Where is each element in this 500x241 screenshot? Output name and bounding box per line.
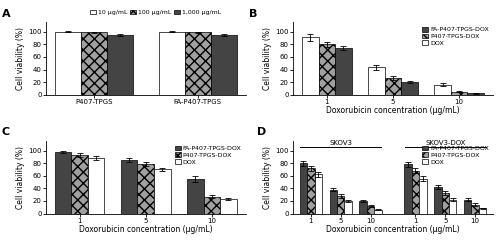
Text: A: A	[2, 9, 11, 19]
Bar	[185, 33, 210, 95]
Bar	[337, 196, 344, 214]
Bar	[81, 33, 107, 95]
Text: C: C	[2, 127, 10, 137]
Bar	[335, 48, 351, 95]
Text: B: B	[249, 9, 258, 19]
X-axis label: Doxorubicin concentration (μg/mL): Doxorubicin concentration (μg/mL)	[79, 225, 212, 234]
X-axis label: Doxorubicin concentration (μg/mL): Doxorubicin concentration (μg/mL)	[326, 225, 460, 234]
Bar	[412, 171, 419, 214]
X-axis label: Doxorubicin concentration (μg/mL): Doxorubicin concentration (μg/mL)	[326, 106, 460, 115]
Bar	[434, 187, 442, 214]
Bar	[402, 82, 418, 95]
Bar	[187, 179, 204, 214]
Bar	[210, 35, 236, 95]
Bar	[374, 210, 382, 214]
Bar	[55, 32, 81, 95]
Bar	[384, 78, 402, 95]
Bar	[451, 92, 468, 95]
Bar	[307, 168, 314, 214]
Bar	[121, 160, 138, 214]
Y-axis label: Cell viability (%): Cell viability (%)	[16, 27, 26, 90]
Legend: FA-P407-TPGS-DOX, P407-TPGS-DOX, DOX: FA-P407-TPGS-DOX, P407-TPGS-DOX, DOX	[420, 144, 490, 166]
Bar	[330, 190, 337, 214]
Bar	[300, 163, 307, 214]
Text: SKOV3-DOX: SKOV3-DOX	[425, 140, 466, 146]
Text: SKOV3: SKOV3	[329, 140, 352, 146]
Bar	[220, 199, 236, 214]
Legend: 10 μg/mL, 100 μg/mL, 1,000 μg/mL: 10 μg/mL, 100 μg/mL, 1,000 μg/mL	[90, 10, 222, 15]
Bar	[472, 205, 479, 214]
Bar	[204, 196, 220, 214]
Bar	[154, 169, 170, 214]
Y-axis label: Cell viability (%): Cell viability (%)	[16, 146, 26, 209]
Bar	[72, 155, 88, 214]
Bar	[107, 35, 133, 95]
Bar	[159, 32, 185, 95]
Bar	[434, 85, 451, 95]
Bar	[449, 200, 456, 214]
Bar	[318, 44, 335, 95]
Y-axis label: Cell viability (%): Cell viability (%)	[264, 27, 272, 90]
Text: D: D	[257, 127, 266, 137]
Bar	[368, 67, 384, 95]
Bar	[138, 164, 154, 214]
Bar	[55, 152, 72, 214]
Bar	[479, 208, 486, 214]
Bar	[88, 158, 104, 214]
Legend: FA-P407-TPGS-DOX, P407-TPGS-DOX, DOX: FA-P407-TPGS-DOX, P407-TPGS-DOX, DOX	[420, 26, 490, 47]
Bar	[302, 38, 318, 95]
Bar	[367, 206, 374, 214]
Bar	[464, 200, 471, 214]
Bar	[442, 193, 449, 214]
Bar	[360, 201, 367, 214]
Bar	[344, 201, 352, 214]
Bar	[404, 164, 411, 214]
Y-axis label: Cell viability (%): Cell viability (%)	[264, 146, 272, 209]
Bar	[468, 94, 484, 95]
Bar	[314, 174, 322, 214]
Bar	[419, 179, 426, 214]
Legend: FA-P407-TPGS-DOX, P407-TPGS-DOX, DOX: FA-P407-TPGS-DOX, P407-TPGS-DOX, DOX	[174, 144, 242, 166]
